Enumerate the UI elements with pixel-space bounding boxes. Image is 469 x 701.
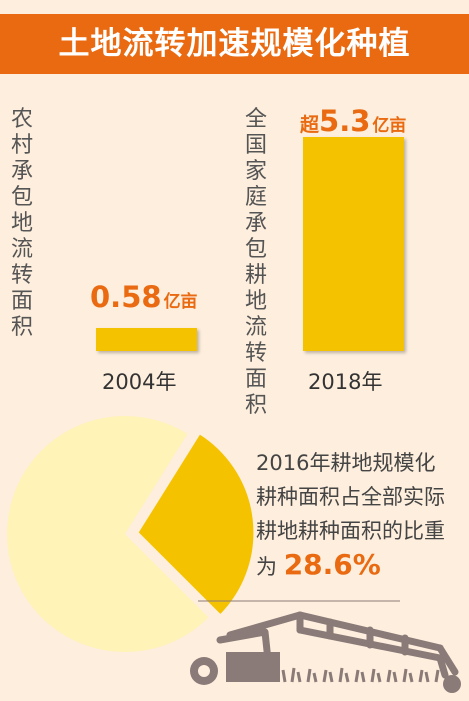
- title-banner: [0, 14, 469, 74]
- value-number-2004: 0.58: [90, 280, 162, 314]
- value-label-2018: 超5.3 亿亩: [300, 104, 406, 138]
- pie-text-line-4: 为 28.6%: [256, 548, 466, 584]
- pie-text-line-3: 耕地耕种面积的比重: [256, 519, 445, 543]
- machine-body-icon: [226, 652, 280, 682]
- value-label-2004: 0.58 亿亩: [90, 280, 198, 314]
- bar-2018: [303, 137, 404, 351]
- pie-slice-large-scale: [135, 430, 257, 619]
- pie-description: 2016年耕地规模化 耕种面积占全部实际 耕地耕种面积的比重 为 28.6%: [256, 446, 466, 584]
- value-unit-2018: 亿亩: [372, 116, 407, 136]
- grass-icon: [281, 667, 440, 683]
- left-vertical-label: 农村承包地流转面积: [10, 107, 33, 340]
- year-label-2018: 2018年: [308, 370, 383, 394]
- value-number-2018: 5.3: [319, 104, 371, 138]
- machine-rear-wheel-icon: [443, 675, 461, 693]
- value-unit-2004: 亿亩: [163, 292, 198, 312]
- pie-slice-other: [7, 415, 209, 652]
- machine-wheel-hub: [198, 665, 210, 677]
- harvester-machine-icon: [216, 611, 459, 679]
- pie-text-line-1: 2016年耕地规模化: [256, 451, 436, 475]
- page-title: 土地流转加速规模化种植: [58, 26, 411, 62]
- year-label-2004: 2004年: [102, 370, 177, 394]
- right-vertical-label: 全国家庭承包耕地流转面积: [244, 107, 267, 418]
- pie-text-line-2: 耕种面积占全部实际: [256, 485, 445, 509]
- bar-2004: [96, 327, 197, 351]
- pie-percent-value: 28.6%: [283, 548, 381, 581]
- value-prefix-2018: 超: [300, 114, 320, 136]
- pie-text-prefix: 为: [256, 555, 277, 579]
